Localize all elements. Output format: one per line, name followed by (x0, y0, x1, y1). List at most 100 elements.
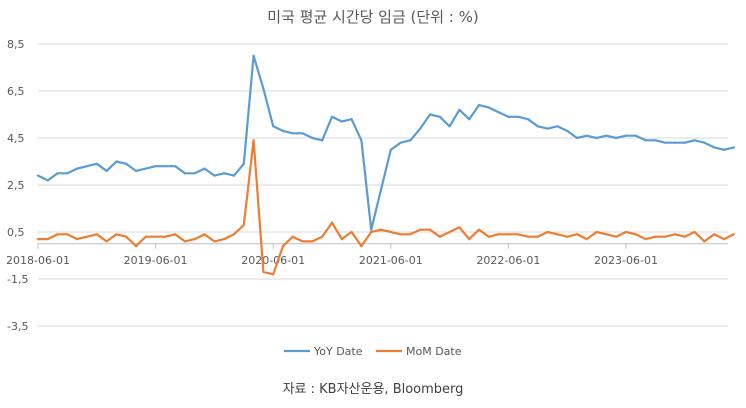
legend-label: MoM Date (406, 345, 462, 358)
data-point (360, 139, 363, 142)
data-point (507, 115, 510, 118)
data-point (56, 233, 59, 236)
data-point (223, 238, 226, 241)
data-point (291, 132, 294, 135)
data-point (546, 127, 549, 130)
y-tick-label: 0,5 (7, 226, 25, 239)
y-tick-label: 8,5 (7, 38, 25, 51)
data-point (536, 125, 539, 128)
x-tick-label: 2018-06-01 (6, 254, 70, 267)
data-point (56, 172, 59, 175)
data-point (379, 228, 383, 231)
data-point (242, 223, 245, 227)
data-point (272, 273, 275, 276)
data-point (428, 113, 432, 116)
data-point (46, 179, 49, 182)
data-point (664, 141, 667, 144)
data-point (340, 238, 343, 241)
data-point (722, 238, 726, 241)
data-point (477, 104, 481, 107)
mom-series-line (36, 139, 735, 276)
x-axis: 2018-06-01 2019-06-01 2020-06-01 2021-06-01… (6, 243, 728, 267)
data-point (448, 230, 451, 234)
data-point (76, 167, 79, 170)
data-point (281, 245, 285, 248)
data-point (419, 228, 422, 231)
data-point (174, 233, 177, 236)
data-point (399, 233, 402, 236)
data-point (370, 228, 373, 231)
data-point (487, 235, 490, 238)
data-point (448, 125, 451, 128)
data-point (546, 230, 549, 234)
y-axis-tick-labels: 8,5 6,5 4,5 2,5 0,5 -1,5 -3,5 (7, 38, 28, 333)
data-point (566, 235, 569, 238)
data-point (575, 233, 579, 236)
data-point (125, 235, 128, 238)
data-point (223, 172, 226, 175)
data-point (213, 174, 216, 177)
data-point (321, 235, 324, 238)
data-point (311, 240, 314, 243)
data-point (634, 233, 637, 236)
data-point (722, 148, 726, 151)
yoy-points (36, 54, 735, 231)
data-point (673, 233, 677, 236)
data-point (134, 169, 138, 172)
data-point (144, 167, 147, 170)
data-point (526, 235, 530, 238)
data-point (438, 115, 441, 118)
y-tick-label: -1,5 (7, 273, 28, 286)
y-tick-label: 6,5 (7, 85, 25, 98)
data-point (66, 172, 69, 175)
data-point (85, 165, 89, 168)
data-point (291, 235, 294, 238)
data-point (585, 134, 588, 137)
data-point (419, 127, 422, 130)
data-point (76, 238, 79, 241)
mom-points (36, 139, 735, 276)
data-point (507, 233, 510, 236)
data-point (252, 139, 255, 142)
data-point (301, 132, 304, 135)
gridlines (38, 43, 728, 327)
data-point (428, 228, 432, 231)
x-tick-label: 2020-06-01 (241, 254, 305, 267)
data-point (585, 238, 588, 241)
data-point (232, 233, 236, 236)
data-point (556, 233, 559, 236)
data-point (95, 162, 98, 165)
x-tick-label: 2021-06-01 (359, 254, 423, 267)
data-point (615, 235, 618, 238)
data-point (713, 146, 716, 149)
data-point (154, 165, 157, 168)
data-point (105, 240, 108, 243)
data-point (703, 141, 706, 144)
data-point (252, 54, 255, 57)
data-point (477, 228, 481, 231)
legend: YoY Date MoM Date (284, 345, 462, 358)
data-point (458, 108, 461, 111)
data-point (154, 235, 157, 238)
data-point (605, 134, 608, 137)
data-point (624, 134, 628, 137)
data-point (556, 125, 559, 128)
data-point (232, 174, 236, 177)
data-point (732, 146, 735, 149)
series-lines (36, 54, 735, 276)
data-point (85, 235, 89, 238)
data-point (370, 230, 373, 234)
data-point (644, 139, 647, 142)
data-point (350, 118, 353, 121)
data-point (438, 235, 441, 238)
data-point (134, 245, 138, 248)
data-point (183, 240, 187, 243)
data-point (193, 238, 196, 241)
data-point (144, 235, 147, 238)
data-point (399, 141, 402, 144)
data-point (311, 136, 314, 140)
data-point (713, 233, 716, 236)
data-point (624, 230, 628, 234)
data-point (634, 134, 637, 137)
data-point (203, 167, 206, 170)
